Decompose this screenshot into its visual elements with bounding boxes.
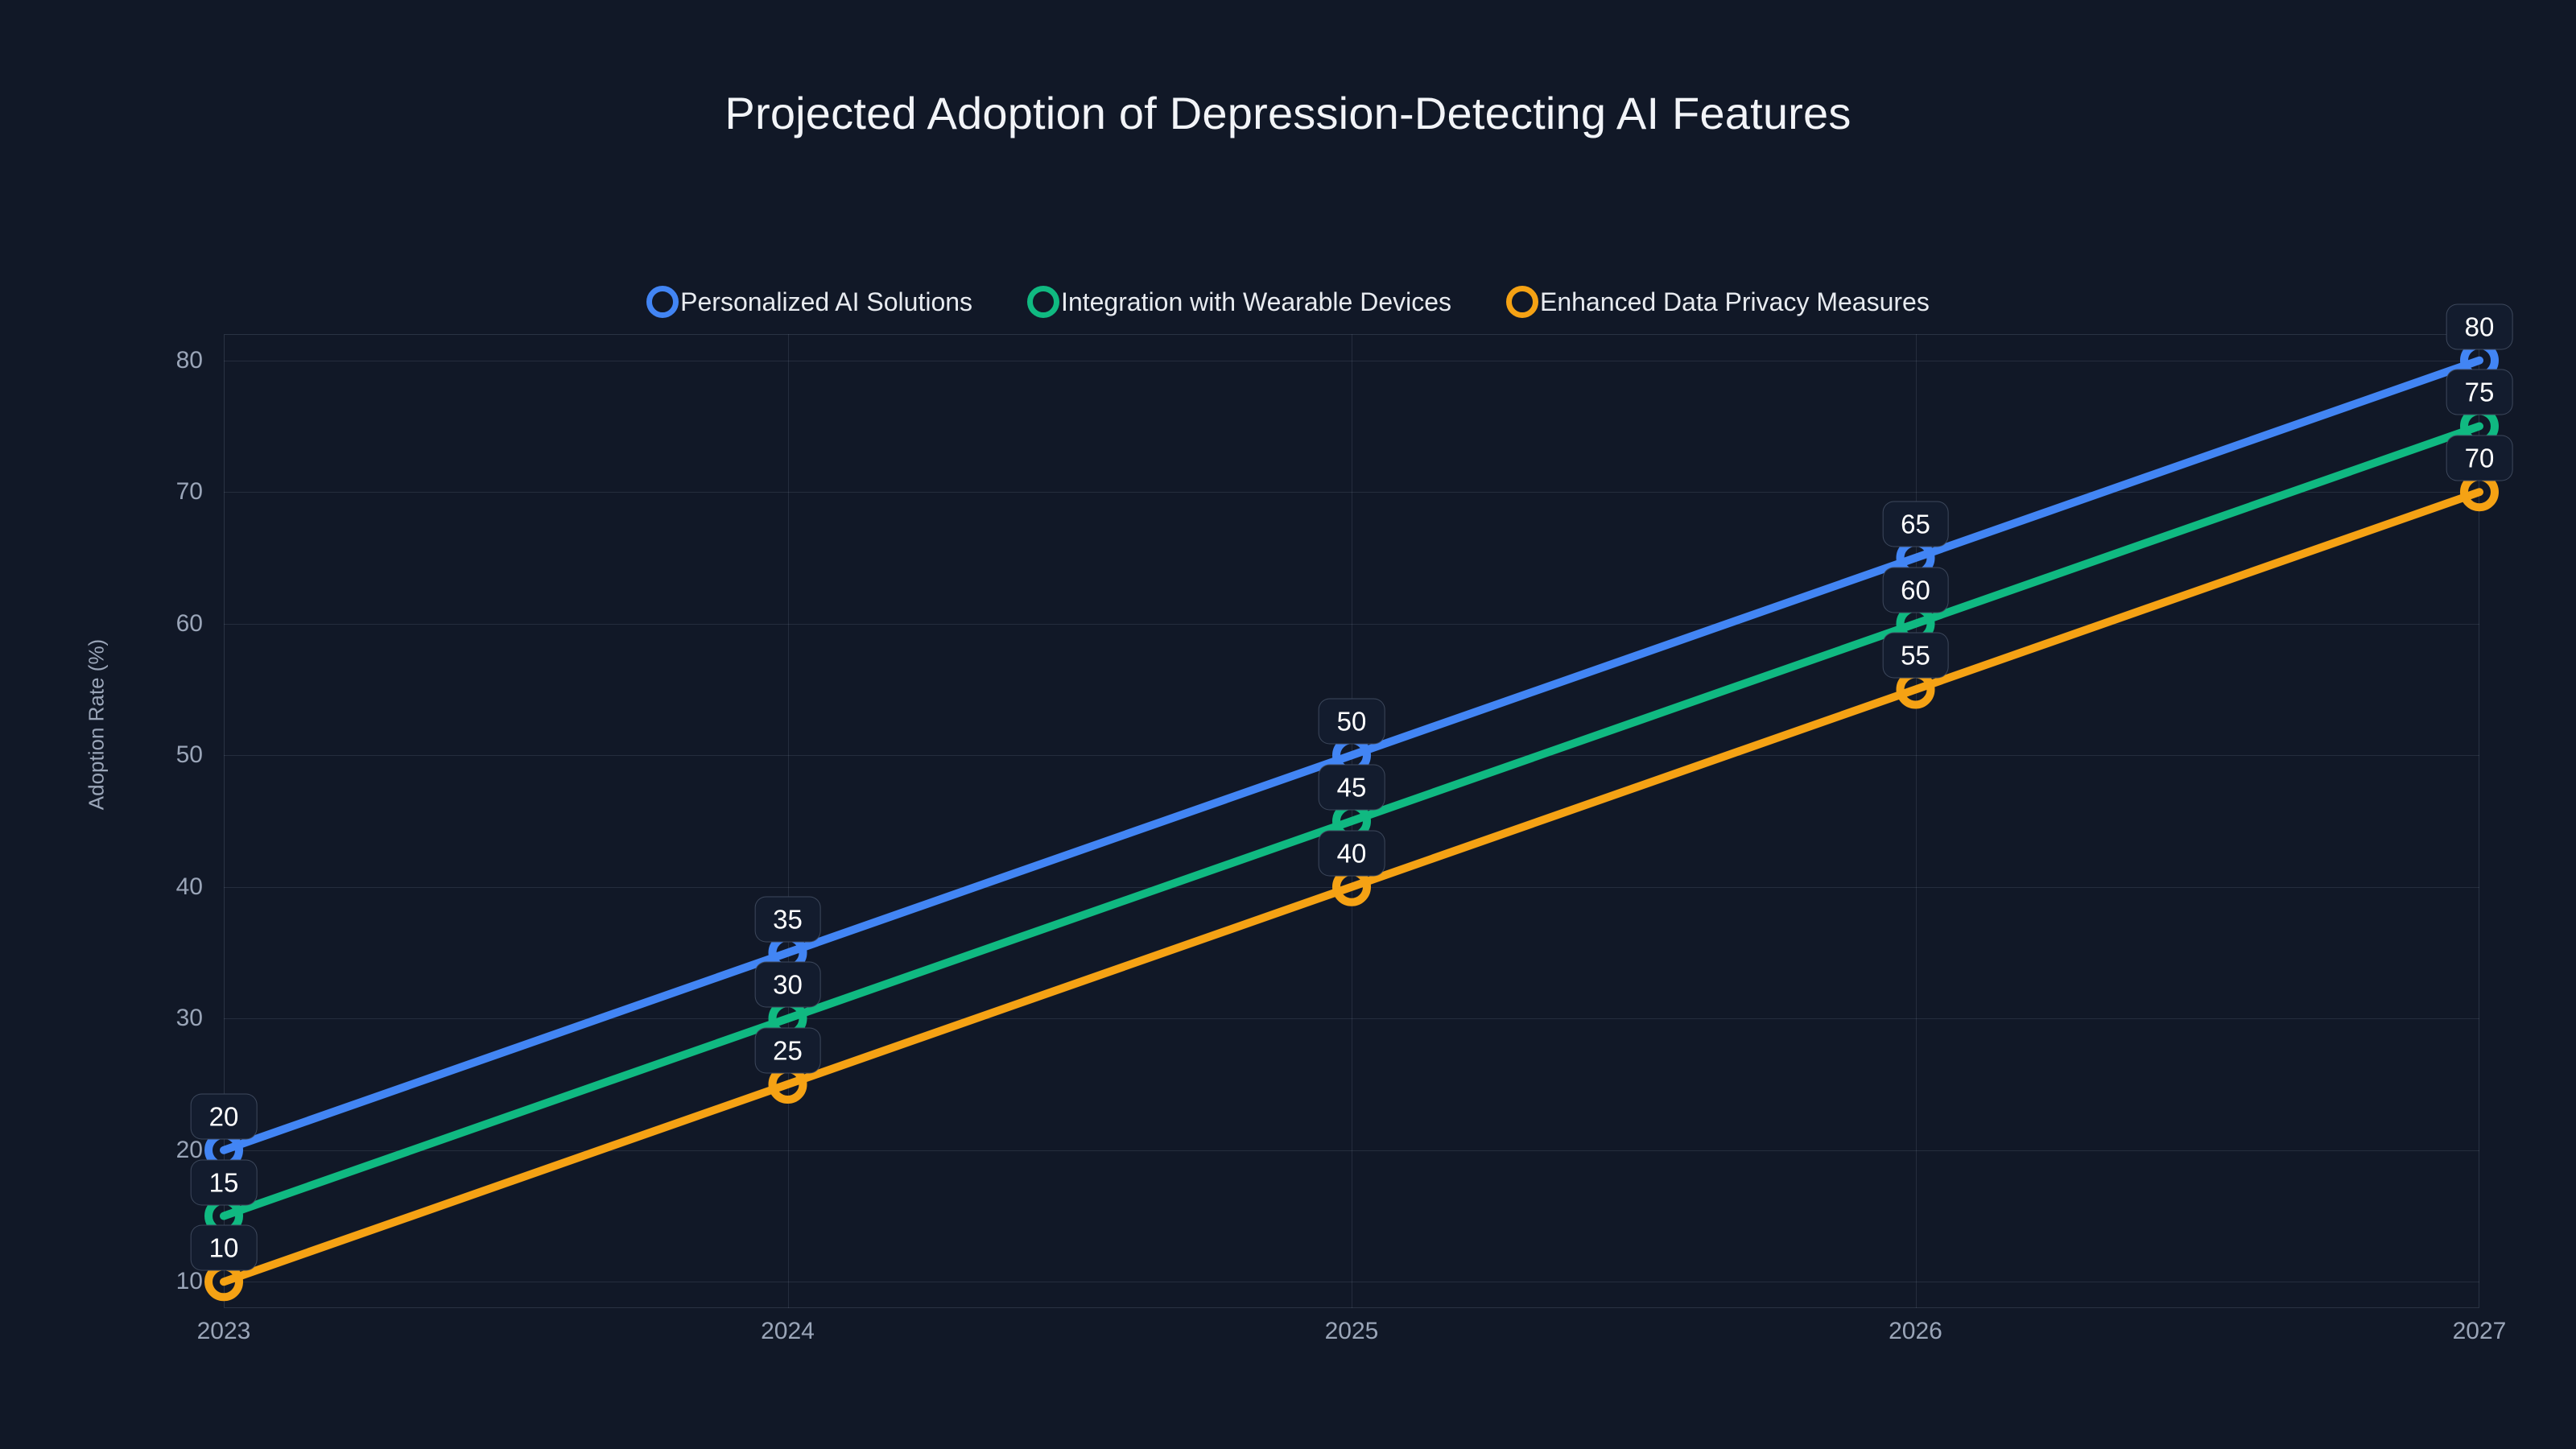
y-axis-label: Adoption Rate (%) — [84, 638, 109, 811]
legend-item-1[interactable]: Integration with Wearable Devices — [1027, 286, 1451, 318]
x-axis-tick-label: 2024 — [761, 1318, 815, 1344]
data-label: 35 — [754, 896, 821, 942]
x-axis-tick-label: 2025 — [1324, 1318, 1379, 1344]
y-axis-tick-label: 60 — [175, 609, 203, 637]
chart-title: Projected Adoption of Depression-Detecti… — [724, 88, 1852, 138]
gridline-horizontal — [224, 492, 2479, 493]
legend-item-0[interactable]: Personalized AI Solutions — [646, 286, 972, 318]
series-line-2 — [220, 488, 2483, 1286]
legend-item-label: Personalized AI Solutions — [680, 287, 973, 316]
y-axis-tick-label: 70 — [175, 478, 203, 506]
y-axis-tick-label: 40 — [175, 873, 203, 900]
gridline-horizontal — [224, 1150, 2479, 1151]
legend-item-2[interactable]: Enhanced Data Privacy Measures — [1506, 286, 1930, 318]
series-line-0 — [220, 356, 2483, 1154]
data-label: 70 — [2446, 435, 2513, 481]
y-axis-tick-label: 30 — [175, 1005, 203, 1032]
series-lines-layer — [204, 341, 2499, 1302]
y-axis-tick-label: 80 — [175, 346, 203, 374]
data-label: 80 — [2446, 303, 2513, 350]
legend-item-label: Integration with Wearable Devices — [1061, 287, 1452, 316]
x-axis-tick-label: 2026 — [1889, 1318, 1942, 1344]
data-label: 75 — [2446, 369, 2513, 415]
legend-marker-icon — [1506, 286, 1539, 318]
y-axis-tick-label: 20 — [175, 1136, 203, 1163]
legend-marker-icon — [646, 286, 679, 318]
y-axis-tick-label: 10 — [175, 1268, 203, 1295]
data-label: 20 — [190, 1093, 258, 1140]
gridline-horizontal — [224, 1018, 2479, 1020]
gridline-vertical — [787, 334, 789, 1308]
plot-area: 10 20 30 40 50 60 70 80 2023 2024 2025 2026 2027 20… — [176, 303, 2513, 1344]
x-axis-tick-label: 2023 — [196, 1318, 251, 1344]
data-label: 45 — [1318, 764, 1385, 811]
data-label: 40 — [1318, 830, 1385, 877]
data-label: 65 — [1882, 501, 1949, 547]
chart-legend: Personalized AI Solutions Integration wit… — [0, 286, 2576, 318]
gridline-vertical — [1915, 334, 1917, 1308]
data-label: 30 — [754, 961, 821, 1008]
data-label: 55 — [1882, 632, 1949, 679]
data-label: 10 — [190, 1224, 258, 1271]
data-label: 15 — [190, 1159, 258, 1206]
legend-marker-icon — [1027, 286, 1060, 318]
y-axis-tick-label: 50 — [175, 741, 203, 769]
series-line-1 — [220, 422, 2483, 1220]
gridline-horizontal — [224, 623, 2479, 625]
data-label: 50 — [1318, 698, 1385, 745]
legend-item-label: Enhanced Data Privacy Measures — [1540, 287, 1930, 316]
x-axis-tick-label: 2027 — [2452, 1318, 2507, 1344]
data-label: 60 — [1882, 567, 1949, 613]
data-label: 25 — [754, 1027, 821, 1074]
